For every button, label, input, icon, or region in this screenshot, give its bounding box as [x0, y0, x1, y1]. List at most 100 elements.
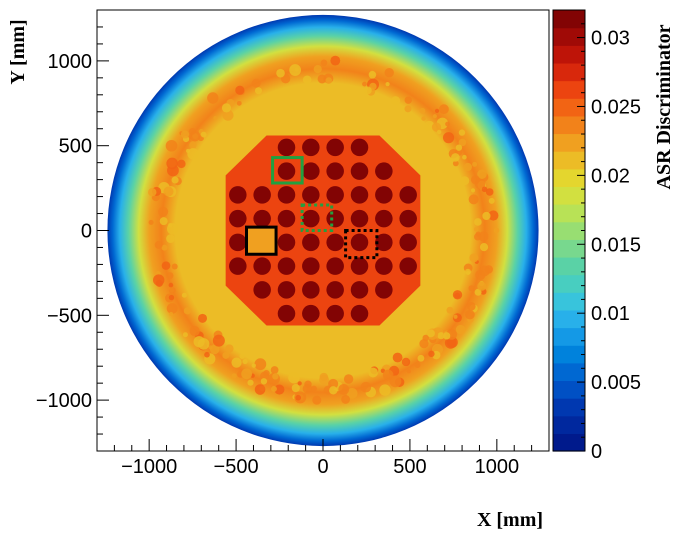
hotspot: [326, 186, 344, 204]
y-tick-label: 1000: [48, 51, 93, 73]
hotspot: [229, 257, 247, 275]
ring-speckle-dot: [263, 370, 270, 377]
ring-speckle-dot: [404, 96, 412, 104]
ring-speckle-dot: [187, 148, 199, 160]
hotspot: [326, 162, 344, 180]
ring-speckle-dot: [473, 227, 479, 232]
hotspot: [253, 186, 271, 204]
ring-speckle-dot: [291, 383, 300, 393]
ring-speckle-dot: [385, 82, 390, 87]
hotspot: [277, 281, 296, 299]
annotation-box-dotted: [344, 229, 379, 260]
hotspot: [302, 281, 320, 299]
ring-speckle-dot: [442, 132, 455, 144]
colorbar-swatch: [553, 345, 585, 364]
ring-speckle-dot: [197, 338, 210, 350]
hotspot: [375, 233, 393, 252]
colorbar-swatch: [553, 80, 585, 99]
hotspot: [302, 233, 320, 252]
ring-speckle-dot: [270, 366, 279, 374]
ring-speckle-dot: [148, 187, 157, 197]
hotspot: [350, 281, 369, 299]
ring-speckle-dot: [437, 332, 445, 340]
ring-speckle-dot: [297, 381, 302, 386]
ring-speckle-dot: [235, 85, 245, 95]
colorbar-swatch: [553, 168, 585, 187]
ring-speckle-dot: [260, 378, 268, 385]
hotspot: [229, 186, 247, 204]
ring-speckle-dot: [295, 394, 302, 401]
y-tick-label: 0: [81, 221, 92, 243]
ring-speckle-dot: [270, 385, 277, 392]
ring-speckle-dot: [251, 78, 261, 88]
hotspot: [253, 257, 271, 275]
ring-speckle-dot: [384, 68, 394, 78]
hotspot: [277, 304, 296, 323]
ring-speckle-dot: [414, 362, 421, 368]
ring-speckle-dot: [469, 253, 479, 263]
ring-speckle-dot: [272, 373, 279, 380]
plot-area: [107, 14, 539, 447]
ring-speckle-dot: [458, 129, 466, 136]
ring-speckle-dot: [310, 385, 317, 392]
ring-speckle-dot: [472, 161, 478, 167]
hotspot: [277, 162, 296, 180]
ring-speckle-dot: [319, 374, 329, 385]
y-tick-label: −1000: [36, 390, 92, 412]
annotation-box-solid: [245, 225, 278, 256]
colorbar-swatch: [553, 186, 585, 205]
x-tick-label: −1000: [121, 456, 177, 478]
colorbar-swatch: [553, 221, 585, 240]
ring-speckle-dot: [181, 292, 187, 298]
ring-speckle-dot: [419, 339, 429, 349]
ring-speckle-dot: [462, 154, 467, 160]
z-tick-label: 0.015: [591, 234, 641, 256]
ring-speckle-dot: [474, 288, 482, 296]
ring-speckle-dot: [419, 107, 426, 114]
ring-speckle-dot: [470, 188, 476, 193]
ring-speckle-dot: [421, 116, 426, 121]
annotation-box-solid: [271, 156, 304, 185]
ring-speckle-dot: [168, 286, 176, 294]
ring-speckle-dot: [341, 395, 350, 404]
x-tick-label: −500: [214, 456, 259, 478]
colorbar-swatch: [553, 204, 585, 223]
y-axis-title: Y [mm]: [7, 19, 29, 84]
ring-speckle-dot: [451, 153, 460, 162]
ring-speckle-dot: [166, 157, 178, 170]
ring-speckle-dot: [254, 358, 267, 371]
hotspot: [277, 186, 296, 204]
ring-speckle-dot: [171, 176, 179, 184]
ring-speckle-dot: [188, 128, 196, 135]
colorbar-swatch: [553, 98, 585, 117]
colorbar-swatch: [553, 274, 585, 293]
ring-speckle-dot: [390, 96, 401, 106]
hotspot: [375, 209, 393, 228]
ring-speckle-dot: [222, 351, 230, 359]
ring-speckle-dot: [455, 324, 466, 335]
colorbar-swatch: [553, 415, 585, 434]
ring-speckle-dot: [166, 303, 178, 314]
colorbar-swatch: [553, 433, 585, 452]
ring-speckle-dot: [163, 186, 174, 197]
ring-speckle-dot: [213, 116, 218, 121]
hotspot: [277, 257, 296, 275]
ring-speckle-dot: [458, 138, 467, 147]
hotspot: [326, 257, 344, 275]
ring-speckle-dot: [474, 218, 482, 226]
colorbar-swatch: [553, 45, 585, 64]
ring-speckle-dot: [363, 86, 372, 95]
hotspot: [326, 304, 344, 323]
hotspot: [326, 233, 344, 252]
ring-speckle-dot: [467, 302, 476, 311]
annotation-box-dotted: [300, 203, 334, 233]
colorbar-swatch: [553, 309, 585, 329]
ring-speckle-dot: [439, 104, 449, 115]
ring-speckle-dot: [392, 352, 403, 363]
ring-speckle-dot: [168, 223, 173, 228]
ring-speckle-dot: [493, 227, 500, 234]
ring-speckle-dot: [159, 217, 168, 226]
ring-speckle-dot: [479, 243, 489, 252]
colorbar-swatch: [553, 27, 585, 46]
z-tick-label: 0.025: [591, 96, 641, 118]
